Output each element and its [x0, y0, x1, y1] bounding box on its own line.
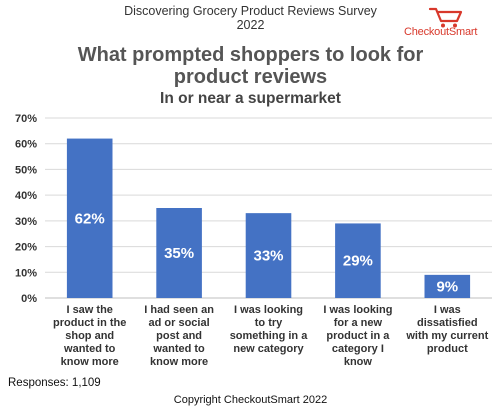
bar [424, 274, 471, 298]
chart-title-line-1: What prompted shoppers to look for [77, 44, 424, 66]
copyright-text: Copyright CheckoutSmart 2022 [173, 394, 328, 406]
y-tick-label: 40% [15, 190, 37, 202]
bar [66, 138, 113, 298]
y-tick-label: 30% [15, 216, 37, 228]
bar [245, 213, 292, 298]
survey-title: Discovering Grocery Product Reviews Surv… [0, 4, 501, 32]
brand-name: CheckoutSmart [404, 26, 478, 38]
checkoutsmart-logo: CheckoutSmart [398, 6, 498, 38]
y-tick-label: 70% [15, 113, 37, 125]
x-category-label: I was looking for a new product in a catego… [323, 304, 392, 368]
y-tick-label: 10% [15, 267, 37, 279]
y-tick-label: 20% [15, 242, 37, 254]
chart-subtitle: In or near a supermarket [160, 90, 341, 107]
bar [156, 208, 202, 298]
x-category-label: I was dissatisfied with my current product [405, 304, 488, 355]
y-tick-label: 0% [21, 293, 37, 305]
survey-year: 2022 [236, 18, 265, 32]
x-category-label: I saw the product in the shop and wanted to… [53, 304, 126, 368]
chart-title: What prompted shoppers to look for produ… [0, 44, 501, 88]
data-label: 33% [253, 248, 283, 265]
data-label: 29% [343, 253, 373, 270]
y-tick-label: 60% [15, 139, 37, 151]
survey-name: Discovering Grocery Product Reviews Surv… [124, 4, 377, 18]
chart-title-line-2: product reviews [173, 66, 328, 88]
bar [335, 223, 381, 298]
shopping-cart-icon [428, 7, 463, 28]
data-label: 62% [75, 210, 105, 227]
x-category-label: I was looking to try something in a new cat… [230, 304, 309, 355]
responses-count: Responses: 1,109 [8, 377, 101, 389]
data-label: 9% [436, 278, 458, 295]
data-label: 35% [164, 245, 194, 262]
x-category-label: I had seen an ad or social post and wanted … [144, 304, 214, 368]
y-tick-label: 50% [15, 164, 37, 176]
